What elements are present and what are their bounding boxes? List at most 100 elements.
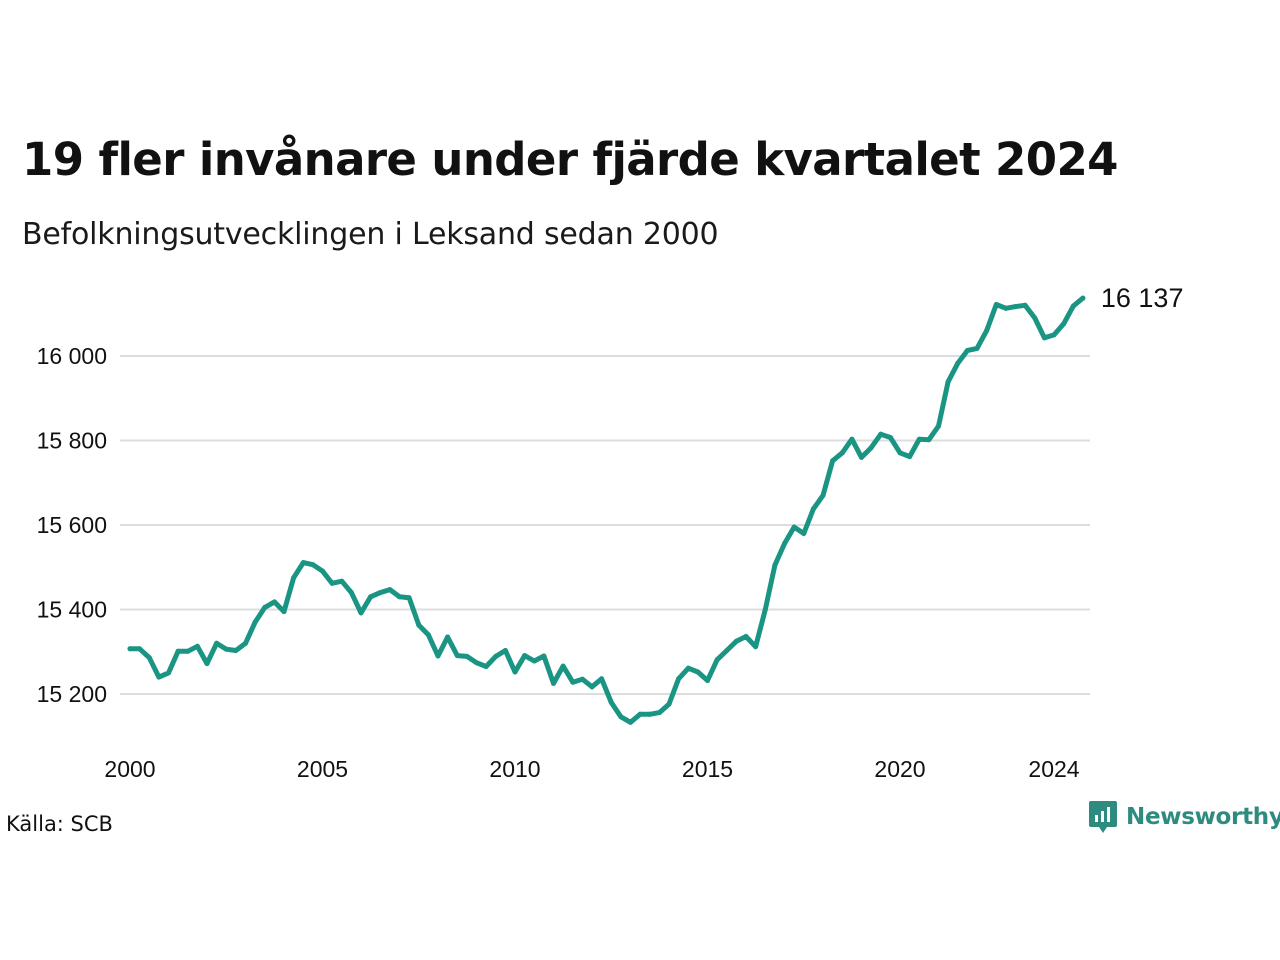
data-point xyxy=(502,648,508,653)
data-point xyxy=(579,676,585,682)
data-point xyxy=(916,436,922,442)
data-point xyxy=(974,345,980,351)
data-point xyxy=(907,454,913,460)
data-points xyxy=(127,295,1086,725)
data-point xyxy=(560,663,566,669)
data-point xyxy=(1041,335,1047,341)
data-point xyxy=(262,604,268,610)
data-point xyxy=(1032,315,1038,321)
data-point xyxy=(570,679,576,685)
data-point xyxy=(320,568,325,574)
data-point xyxy=(1061,321,1067,327)
data-point xyxy=(445,634,451,640)
data-point xyxy=(676,676,682,682)
y-tick-label: 16 000 xyxy=(37,343,107,369)
data-point xyxy=(753,644,759,650)
data-point xyxy=(551,680,556,686)
data-point xyxy=(772,562,778,568)
data-point xyxy=(1070,303,1076,309)
data-point xyxy=(733,638,739,644)
data-point xyxy=(454,653,460,659)
data-point xyxy=(618,714,624,720)
data-point xyxy=(1080,295,1086,301)
data-point xyxy=(647,711,653,717)
data-point xyxy=(435,653,441,659)
data-point xyxy=(416,622,422,628)
data-point xyxy=(127,646,133,652)
data-point xyxy=(714,657,720,663)
data-point xyxy=(233,648,239,653)
x-tick-label: 2000 xyxy=(104,756,155,782)
data-point xyxy=(945,379,951,385)
data-point xyxy=(156,674,162,680)
chart-subtitle: Befolkningsutvecklingen i Leksand sedan … xyxy=(22,217,719,252)
data-point xyxy=(243,640,248,646)
data-point xyxy=(493,653,499,659)
data-point xyxy=(695,669,701,675)
data-point xyxy=(358,610,364,616)
data-point xyxy=(137,646,143,652)
data-point xyxy=(964,348,970,353)
data-point xyxy=(599,676,605,682)
y-tick-label: 15 800 xyxy=(37,428,107,454)
data-point xyxy=(637,711,643,717)
chart-title: 19 fler invånare under fjärde kvartalet … xyxy=(22,133,1119,186)
source-note: Källa: SCB xyxy=(6,812,113,836)
data-point xyxy=(849,436,855,442)
data-point xyxy=(214,640,220,646)
data-point xyxy=(791,524,797,530)
data-point xyxy=(474,660,479,666)
y-tick-label: 15 400 xyxy=(37,597,107,623)
data-point xyxy=(984,328,990,334)
data-point xyxy=(185,648,191,654)
data-point xyxy=(839,450,845,456)
data-point xyxy=(310,562,316,568)
data-point xyxy=(281,609,287,615)
data-point xyxy=(271,599,277,605)
brand: Newsworthy xyxy=(1088,800,1280,834)
data-point xyxy=(993,302,999,307)
data-point xyxy=(628,719,633,725)
data-point xyxy=(955,360,961,366)
data-point xyxy=(175,648,181,654)
data-point xyxy=(1051,332,1057,338)
data-point xyxy=(464,653,470,659)
data-point xyxy=(685,665,691,671)
data-point xyxy=(483,664,489,669)
data-point xyxy=(589,684,595,690)
data-point xyxy=(887,435,893,440)
data-point xyxy=(541,653,547,659)
data-point xyxy=(194,643,200,649)
x-tick-label: 2020 xyxy=(874,756,925,782)
data-point xyxy=(897,450,903,456)
data-point xyxy=(926,437,932,443)
data-point xyxy=(936,423,941,429)
data-point xyxy=(810,506,816,512)
data-point xyxy=(348,590,354,596)
data-point xyxy=(724,648,730,653)
data-point xyxy=(878,431,884,437)
data-point xyxy=(368,594,374,600)
data-point xyxy=(1003,305,1009,311)
data-point xyxy=(512,669,518,675)
data-point xyxy=(531,658,537,664)
data-point xyxy=(397,594,402,600)
end-value-label: 16 137 xyxy=(1101,283,1184,313)
data-point xyxy=(425,632,431,638)
data-point xyxy=(608,700,614,705)
series-layer xyxy=(127,295,1086,725)
data-point xyxy=(252,619,258,625)
x-tick-label: 2010 xyxy=(489,756,540,782)
y-tick-label: 15 200 xyxy=(37,681,107,707)
data-point xyxy=(377,590,383,596)
data-point xyxy=(762,607,768,612)
data-point xyxy=(820,492,826,498)
brand-name: Newsworthy xyxy=(1126,804,1280,830)
x-tick-label: 2005 xyxy=(297,756,348,782)
data-point xyxy=(801,531,807,536)
x-axis-labels: 2000 2005 2010 2015 2020 2024 xyxy=(104,756,1079,782)
data-point xyxy=(291,575,297,581)
data-point xyxy=(406,595,412,601)
y-tick-label: 15 600 xyxy=(37,512,107,538)
